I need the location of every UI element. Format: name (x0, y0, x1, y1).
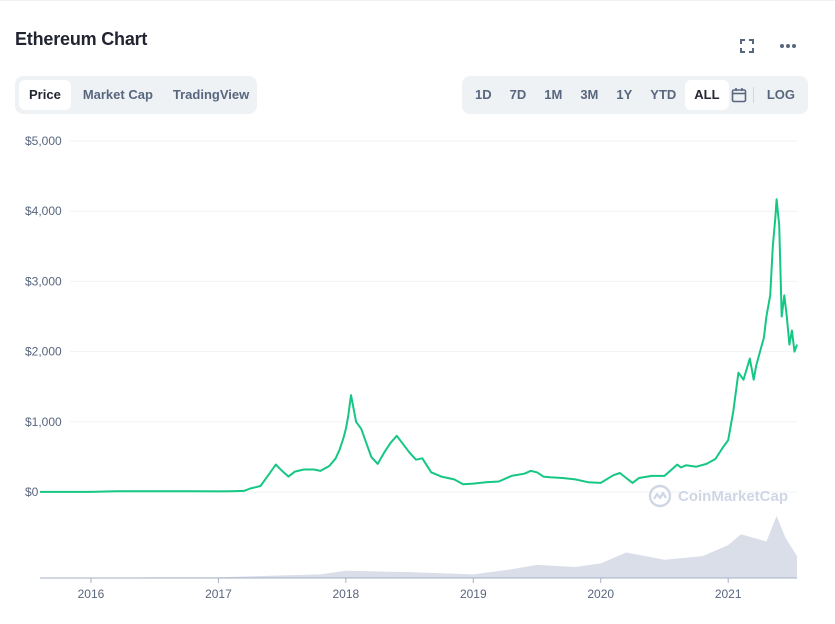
tab-market-cap[interactable]: Market Cap (82, 87, 153, 102)
y-tick-label: $2,000 (25, 345, 62, 359)
chart-type-tabs: Price Market Cap TradingView (15, 76, 257, 114)
range-1y[interactable]: 1Y (616, 87, 633, 102)
y-tick-label: $5,000 (25, 134, 62, 148)
range-1m[interactable]: 1M (544, 87, 563, 102)
watermark: CoinMarketCap (648, 484, 788, 508)
y-tick-label: $3,000 (25, 274, 62, 288)
page-title: Ethereum Chart (15, 29, 148, 49)
range-all[interactable]: ALL (685, 80, 729, 110)
fullscreen-icon[interactable] (737, 36, 757, 56)
more-icon[interactable] (778, 36, 798, 56)
range-divider (753, 87, 754, 103)
y-tick-label: $0 (25, 485, 39, 499)
range-7d[interactable]: 7D (509, 87, 527, 102)
range-1d[interactable]: 1D (475, 87, 492, 102)
calendar-icon (731, 88, 747, 103)
x-tick-label: 2019 (460, 587, 487, 601)
calendar-button[interactable] (729, 80, 750, 110)
top-border (0, 0, 835, 1)
log-toggle[interactable]: LOG (766, 87, 795, 102)
tab-tradingview[interactable]: TradingView (172, 87, 250, 102)
x-tick-label: 2018 (333, 587, 360, 601)
range-3m[interactable]: 3M (580, 87, 599, 102)
x-tick-label: 2016 (78, 587, 105, 601)
tab-price[interactable]: Price (19, 80, 71, 110)
range-ytd[interactable]: YTD (650, 87, 677, 102)
price-line (40, 198, 798, 493)
x-tick-label: 2017 (205, 587, 232, 601)
x-tick-label: 2021 (715, 587, 742, 601)
y-tick-label: $1,000 (25, 415, 62, 429)
y-tick-label: $4,000 (25, 204, 62, 218)
x-tick-label: 2020 (587, 587, 614, 601)
volume-area (40, 515, 797, 578)
time-range-selector: 1D 7D 1M 3M 1Y YTD ALL LOG (462, 76, 808, 114)
coinmarketcap-logo-icon (648, 484, 672, 508)
watermark-text: CoinMarketCap (678, 487, 789, 505)
